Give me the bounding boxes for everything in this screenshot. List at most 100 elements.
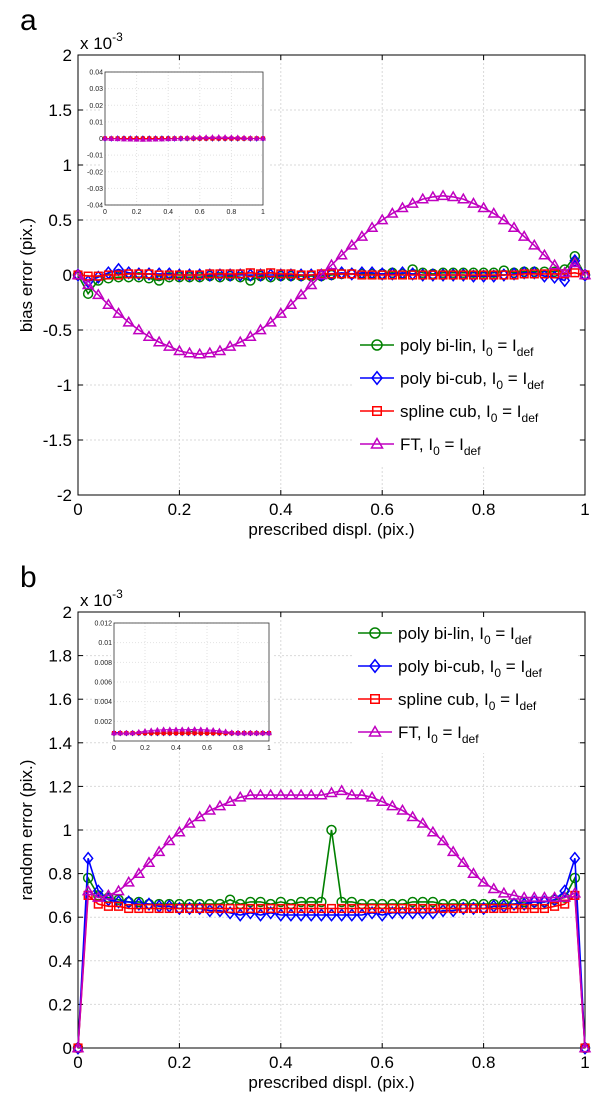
x-tick-label: 0.4	[269, 1053, 293, 1072]
data-point	[183, 346, 196, 358]
legend-swatch-marker	[370, 694, 380, 704]
y-tick-label: 1	[63, 156, 72, 175]
data-point	[426, 825, 440, 837]
data-point	[509, 270, 519, 280]
inset-x-tick-label: 1	[267, 745, 271, 752]
data-point	[254, 788, 267, 800]
inset-data-point	[146, 136, 153, 142]
y-tick-label: 1.4	[48, 734, 72, 753]
x-tick-label: 0	[73, 500, 82, 519]
y-tick-label: 1.6	[48, 690, 72, 709]
data-point	[274, 307, 288, 318]
data-point	[548, 258, 561, 270]
legend-label-part: poly bi-cub, I	[398, 657, 494, 676]
data-point	[326, 267, 337, 281]
data-point	[276, 903, 286, 914]
legend-label-part: def	[527, 378, 544, 392]
inset-plot: 0 0.2 0.4 0.6 0.8 1 0.012 0.01 0.008 0.006 0.004 0.…	[94, 620, 274, 752]
inset-y-tick-label: 0.01	[89, 119, 103, 126]
inset-y-tick-label: -0.01	[87, 153, 103, 160]
inset-data-point	[247, 729, 254, 736]
legend-entry-ft: FT, I0 = Idef	[360, 435, 481, 458]
data-point	[72, 268, 84, 282]
inset-data-point	[139, 136, 146, 142]
legend-label-part: 0	[486, 345, 493, 359]
data-point	[163, 834, 176, 846]
legend-entry-spline_cub: spline cub, I0 = Idef	[358, 690, 537, 713]
inset-data-point	[120, 136, 128, 142]
data-point	[418, 270, 428, 280]
data-point	[346, 267, 358, 281]
legend-label: poly bi-cub, I0 = Idef	[400, 369, 545, 392]
data-point	[509, 903, 519, 914]
inset-data-point	[228, 134, 235, 140]
x-tick-label: 0.4	[269, 500, 293, 519]
legend-label-part: def	[462, 732, 479, 746]
data-point	[355, 230, 369, 241]
legend-swatch-marker	[372, 406, 382, 416]
data-point	[255, 269, 266, 279]
inset-y-tick-label: 0.002	[94, 719, 112, 726]
legend-label-part: 0	[489, 699, 496, 713]
data-point	[529, 269, 539, 279]
panel-a: a 0 0.2 0.4 0.6 0.8 1 -2 -1.5 -1 -0.5 0 0.5 1 1.5 2 x 10…	[17, 4, 592, 539]
data-point	[296, 270, 306, 280]
inset-data-point	[259, 135, 267, 141]
data-point	[408, 903, 418, 914]
data-point	[133, 897, 145, 911]
data-point	[284, 788, 298, 800]
data-point	[275, 896, 287, 908]
data-point	[183, 817, 196, 828]
inset-y-tick-label: 0.004	[94, 699, 112, 706]
data-point	[173, 344, 186, 356]
data-point	[468, 270, 479, 280]
legend-label-part: poly bi-lin, I	[400, 336, 486, 355]
data-point	[487, 882, 500, 894]
data-point	[539, 269, 550, 279]
data-point	[305, 908, 317, 922]
inset-data-point	[210, 727, 217, 733]
data-point	[406, 197, 419, 208]
y-tick-label: -2	[57, 486, 72, 505]
inset-data-point	[172, 726, 180, 732]
data-point	[205, 903, 215, 914]
data-point	[560, 899, 570, 909]
legend-label-part: def	[522, 411, 539, 425]
y-tick-label: 1.8	[48, 647, 72, 666]
data-point	[133, 267, 145, 281]
data-point	[519, 269, 529, 279]
inset-data-point	[265, 729, 273, 736]
data-point	[81, 278, 95, 290]
inset-data-point	[179, 726, 186, 732]
data-point	[517, 891, 531, 902]
inset-plot: 0 0.2 0.4 0.6 0.8 1 0.04 0.03 0.02 0.01 0 -0.01 -0.0…	[87, 69, 268, 216]
legend-swatch-marker	[369, 658, 381, 674]
data-point	[233, 335, 247, 347]
data-point	[123, 895, 135, 909]
series-ft	[71, 189, 592, 359]
data-point	[122, 875, 135, 887]
inset-y-tick-label: -0.04	[87, 203, 103, 210]
data-point	[184, 270, 195, 280]
legend-background	[352, 617, 577, 753]
data-point	[255, 896, 266, 908]
data-point	[528, 238, 541, 250]
data-point	[416, 192, 430, 204]
data-point	[477, 201, 490, 213]
data-point	[347, 269, 357, 279]
data-point	[184, 268, 196, 282]
data-point	[203, 346, 217, 358]
data-point	[193, 810, 206, 822]
data-point	[427, 268, 439, 282]
data-point	[345, 238, 359, 250]
data-point	[499, 270, 509, 280]
data-point	[174, 270, 184, 280]
inset-y-tick-label: 0.04	[89, 70, 103, 77]
data-point	[569, 851, 581, 866]
legend-entry-spline_cub: spline cub, I0 = Idef	[360, 402, 539, 425]
inset-data-point	[240, 134, 248, 140]
data-point	[124, 269, 134, 279]
data-point	[436, 834, 450, 846]
